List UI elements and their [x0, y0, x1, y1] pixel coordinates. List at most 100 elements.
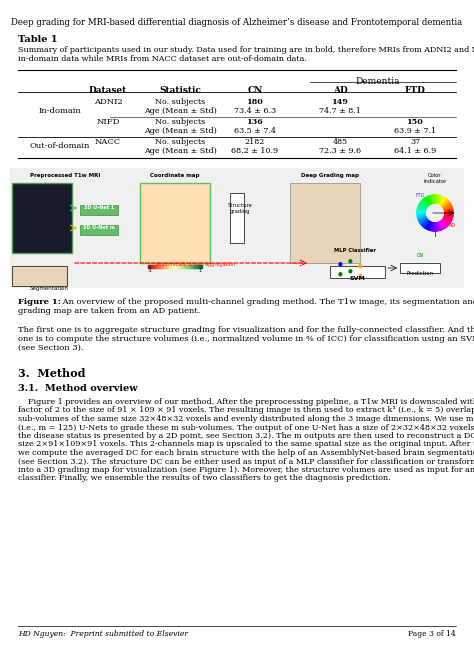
Polygon shape [428, 222, 431, 230]
Polygon shape [418, 206, 426, 209]
Polygon shape [417, 210, 425, 211]
Polygon shape [417, 215, 425, 217]
Polygon shape [427, 222, 431, 229]
Polygon shape [430, 223, 433, 231]
Bar [330, 266, 385, 278]
Polygon shape [439, 222, 443, 229]
Polygon shape [443, 219, 450, 224]
Polygon shape [444, 217, 451, 221]
Polygon shape [437, 195, 439, 203]
Polygon shape [427, 197, 430, 204]
Text: An overview of the proposed multi-channel grading method. The T1w image, its seg: An overview of the proposed multi-channe… [60, 298, 474, 306]
Polygon shape [419, 217, 426, 220]
Polygon shape [443, 219, 449, 224]
Polygon shape [418, 207, 426, 210]
Polygon shape [439, 222, 443, 229]
Polygon shape [419, 205, 426, 209]
Text: Color
indicator: Color indicator [423, 173, 447, 184]
Polygon shape [440, 197, 444, 204]
Polygon shape [445, 215, 453, 218]
Polygon shape [418, 207, 426, 210]
Polygon shape [444, 206, 452, 209]
Polygon shape [442, 220, 447, 226]
Text: 150: 150 [407, 118, 423, 126]
Polygon shape [440, 221, 445, 228]
Polygon shape [423, 220, 428, 227]
Text: Out-of-domain: Out-of-domain [30, 142, 90, 150]
Polygon shape [438, 196, 441, 203]
Polygon shape [438, 196, 442, 203]
Polygon shape [441, 200, 447, 205]
Polygon shape [436, 195, 438, 203]
Polygon shape [431, 223, 433, 231]
Polygon shape [438, 222, 440, 230]
Polygon shape [436, 195, 437, 203]
Bar [12, 183, 72, 253]
Polygon shape [434, 223, 435, 231]
Polygon shape [443, 202, 449, 207]
Polygon shape [441, 220, 447, 227]
Polygon shape [427, 222, 431, 229]
Polygon shape [422, 200, 428, 206]
Polygon shape [421, 202, 428, 207]
Polygon shape [429, 196, 432, 203]
Polygon shape [419, 203, 427, 208]
Text: size 2×91×109×91 voxels. This 2-channels map is upscaled to the same spatial siz: size 2×91×109×91 voxels. This 2-channels… [18, 441, 474, 448]
Polygon shape [419, 205, 426, 209]
Polygon shape [429, 222, 432, 230]
Polygon shape [431, 223, 433, 231]
Polygon shape [444, 205, 451, 209]
Polygon shape [437, 196, 439, 203]
Polygon shape [418, 216, 426, 218]
Text: Coordinate map: Coordinate map [150, 173, 200, 178]
Polygon shape [435, 195, 436, 203]
Polygon shape [443, 219, 449, 224]
Polygon shape [442, 200, 447, 206]
Text: Age (Mean ± Std): Age (Mean ± Std) [144, 147, 217, 155]
Polygon shape [434, 223, 435, 231]
Polygon shape [445, 216, 452, 218]
Polygon shape [445, 214, 453, 216]
Text: Summary of participants used in our study. Data used for training are in bold, t: Summary of participants used in our stud… [18, 46, 474, 54]
Polygon shape [421, 201, 428, 206]
Polygon shape [421, 202, 427, 207]
Polygon shape [425, 221, 429, 228]
Polygon shape [418, 208, 425, 211]
Text: Statistic: Statistic [159, 86, 201, 95]
Polygon shape [442, 200, 448, 206]
Text: 1: 1 [199, 268, 202, 273]
Polygon shape [444, 216, 452, 220]
Polygon shape [420, 202, 427, 207]
Polygon shape [441, 220, 447, 227]
Bar [140, 183, 210, 263]
Text: 136: 136 [246, 118, 264, 126]
Text: we compute the averaged DC for each brain structure with the help of an Assembly: we compute the averaged DC for each brai… [18, 449, 474, 457]
Text: CN: CN [247, 86, 263, 95]
Polygon shape [428, 222, 431, 230]
Polygon shape [438, 222, 441, 230]
Polygon shape [438, 223, 440, 231]
Polygon shape [420, 219, 427, 224]
Text: Anatomically driven aggregation: Anatomically driven aggregation [155, 262, 235, 267]
Bar [230, 193, 244, 243]
Polygon shape [423, 199, 429, 205]
Polygon shape [444, 218, 451, 222]
Polygon shape [445, 215, 453, 217]
Text: ●: ● [357, 263, 363, 268]
Polygon shape [442, 220, 447, 226]
Bar [290, 183, 360, 263]
Text: Age (Mean ± Std): Age (Mean ± Std) [144, 107, 217, 115]
Polygon shape [418, 216, 426, 220]
Polygon shape [439, 196, 442, 204]
Text: Figure 1:: Figure 1: [18, 298, 61, 306]
Text: The first one is to aggregate structure grading for visualization and for the fu: The first one is to aggregate structure … [18, 326, 474, 334]
Polygon shape [422, 220, 428, 225]
Text: 74.7 ± 8.1: 74.7 ± 8.1 [319, 107, 361, 115]
Polygon shape [444, 218, 450, 223]
Polygon shape [444, 205, 452, 209]
Polygon shape [421, 220, 428, 225]
Polygon shape [442, 201, 448, 207]
Text: 37: 37 [410, 138, 420, 146]
Text: ●: ● [337, 271, 342, 276]
Text: 3D U-Net 1: 3D U-Net 1 [84, 205, 114, 210]
